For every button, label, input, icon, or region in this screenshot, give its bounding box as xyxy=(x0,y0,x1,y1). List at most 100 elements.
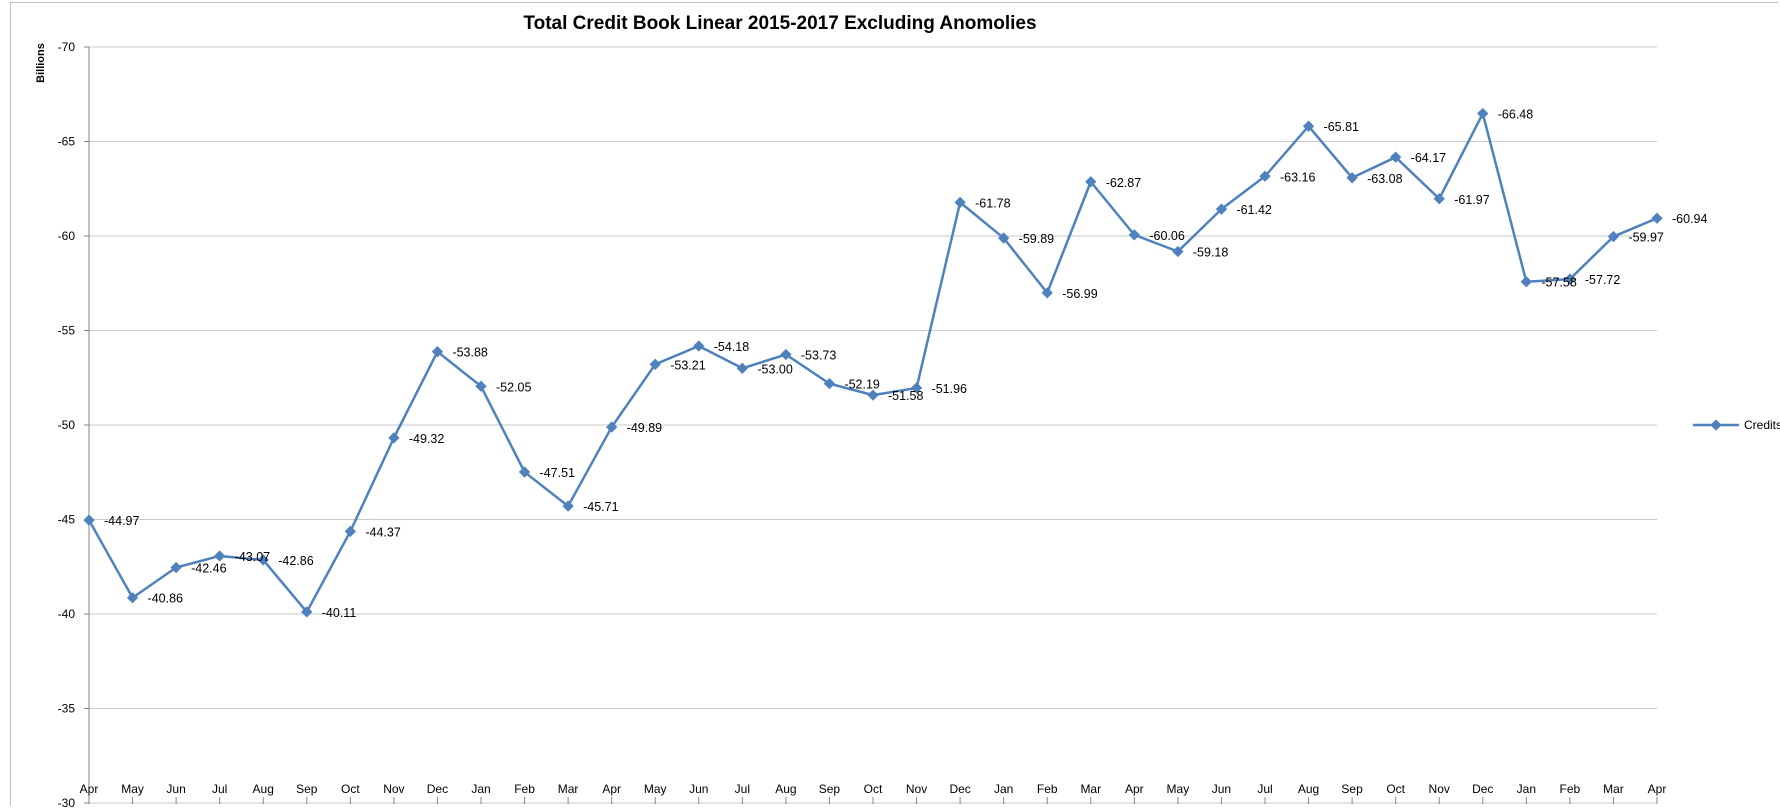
data-point xyxy=(126,592,139,604)
x-tick-label: Feb xyxy=(514,782,535,796)
data-label: -47.51 xyxy=(540,466,575,480)
legend-marker xyxy=(1710,419,1722,431)
x-tick-label: Aug xyxy=(253,782,274,796)
x-tick-label: Apr xyxy=(80,782,99,796)
data-label: -42.86 xyxy=(278,554,313,568)
gridlines xyxy=(89,46,1657,804)
data-label: -49.32 xyxy=(409,432,444,446)
data-label: -57.72 xyxy=(1585,273,1620,287)
x-tick-labels: Apr May Jun Jul Aug Sep Oct Nov Dec Jan Feb Mar Apr M… xyxy=(80,782,1667,796)
series-credits xyxy=(83,107,1663,618)
data-label: -62.87 xyxy=(1106,176,1141,190)
data-point xyxy=(1128,229,1140,241)
data-label: -61.42 xyxy=(1236,203,1271,217)
data-point xyxy=(388,432,400,444)
y-tick-label: -40 xyxy=(58,607,76,621)
x-tick-label: Jun xyxy=(1212,782,1231,796)
data-label: -49.89 xyxy=(627,421,662,435)
x-tick-label: May xyxy=(644,782,667,796)
legend: Credits xyxy=(1693,418,1780,432)
data-point xyxy=(823,377,836,390)
x-tick-label: May xyxy=(1167,782,1190,796)
data-point xyxy=(344,525,356,538)
data-point xyxy=(1607,230,1620,243)
x-tick-label: Nov xyxy=(383,782,404,796)
x-tick-label: Apr xyxy=(1648,782,1667,796)
data-point xyxy=(1085,176,1097,188)
x-tick-label: Nov xyxy=(1429,782,1450,796)
x-tick-label: May xyxy=(121,782,144,796)
x-tick-label: Mar xyxy=(558,782,579,796)
x-tick-label: Mar xyxy=(1080,782,1101,796)
y-tick-label: -65 xyxy=(58,135,76,149)
data-point xyxy=(693,340,705,352)
x-tick-label: Feb xyxy=(1560,782,1581,796)
data-point xyxy=(475,380,487,392)
data-point xyxy=(1346,172,1358,184)
data-point xyxy=(214,550,226,562)
y-tick-labels: -70 -65 -60 -55 -50 -45 -40 -35 -30 xyxy=(58,40,76,808)
data-label: -53.73 xyxy=(801,349,836,363)
legend-label-credits: Credits xyxy=(1744,418,1780,432)
data-point xyxy=(1259,170,1271,182)
data-label: -64.17 xyxy=(1411,151,1446,165)
data-label: -57.58 xyxy=(1541,276,1576,290)
data-label: -42.46 xyxy=(191,562,226,576)
data-labels: -44.97 -40.86 -42.46 -43.07 -42.86 -40.11 -44.… xyxy=(104,108,1707,620)
x-tick-label: Jul xyxy=(212,782,227,796)
y-tick-label: -50 xyxy=(58,418,76,432)
data-point xyxy=(1520,276,1532,288)
data-point xyxy=(562,500,574,512)
data-point xyxy=(257,554,269,566)
y-tick-label: -60 xyxy=(58,229,76,243)
x-tick-label: Jun xyxy=(166,782,185,796)
data-label: -44.97 xyxy=(104,514,139,528)
data-point xyxy=(301,606,313,618)
x-tick-label: Jul xyxy=(1257,782,1272,796)
x-tick-label: Nov xyxy=(906,782,927,796)
x-tick-label: Apr xyxy=(1125,782,1144,796)
y-tick-label: -45 xyxy=(58,513,76,527)
y-tick-label: -70 xyxy=(58,40,76,54)
data-point xyxy=(606,421,618,433)
data-point xyxy=(1651,212,1663,224)
data-point xyxy=(649,358,661,370)
data-point xyxy=(736,362,748,374)
data-point xyxy=(780,348,792,361)
x-tick-label: Jan xyxy=(994,782,1013,796)
data-label: -59.18 xyxy=(1193,245,1228,259)
data-label: -52.05 xyxy=(496,380,531,394)
data-label: -45.71 xyxy=(583,500,618,514)
x-tick-label: Jul xyxy=(735,782,750,796)
x-tick-label: Oct xyxy=(341,782,360,796)
data-point xyxy=(1215,203,1228,215)
data-point xyxy=(998,232,1010,244)
y-axis-label: Billions xyxy=(35,43,47,83)
chart-title: Total Credit Book Linear 2015-2017 Exclu… xyxy=(523,13,1036,34)
data-point xyxy=(910,382,923,394)
x-tick-label: Sep xyxy=(1341,782,1363,796)
data-label: -65.81 xyxy=(1324,120,1359,134)
x-tick-label: Oct xyxy=(1386,782,1405,796)
data-label: -44.37 xyxy=(365,525,400,539)
data-label: -66.48 xyxy=(1498,108,1533,122)
data-label: -40.11 xyxy=(322,606,357,620)
y-tick-label: -55 xyxy=(58,324,76,338)
data-label: -63.08 xyxy=(1367,172,1402,186)
x-tick-label: Jun xyxy=(689,782,708,796)
data-label: -40.86 xyxy=(148,592,183,606)
x-tick-label: Dec xyxy=(1472,782,1493,796)
data-label: -60.94 xyxy=(1672,212,1707,226)
x-tick-label: Oct xyxy=(864,782,883,796)
x-tick-label: Apr xyxy=(602,782,621,796)
chart-frame xyxy=(10,2,1778,806)
data-label: -63.16 xyxy=(1280,170,1315,184)
data-label: -59.97 xyxy=(1628,231,1663,245)
data-point xyxy=(1433,193,1445,205)
x-tick-label: Mar xyxy=(1603,782,1624,796)
data-point xyxy=(1390,151,1402,163)
axes xyxy=(84,46,1658,804)
data-point xyxy=(1302,120,1315,132)
data-point xyxy=(1041,287,1053,299)
